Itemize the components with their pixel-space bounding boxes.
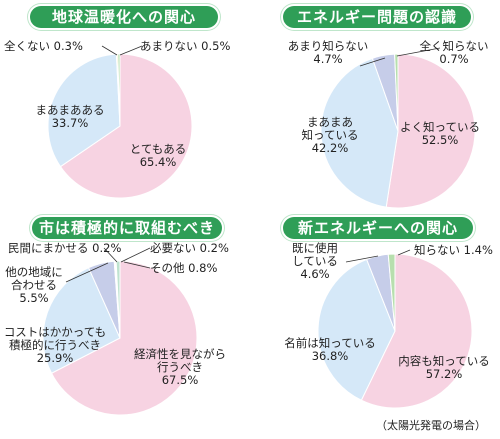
chart-3-label-regional-pct: 5.5% bbox=[19, 291, 49, 305]
chart-1-leader-4 bbox=[119, 45, 143, 56]
chart-1-label-somewhat: まあまあある 33.7% bbox=[22, 104, 118, 130]
chart-3-label-proactive: コストはかかっても 積極的に行うべき 25.9% bbox=[1, 326, 109, 365]
chart-4-leader-4 bbox=[397, 249, 411, 256]
chart-2-label-somewhat-pct: 42.2% bbox=[311, 141, 349, 155]
chart-2-label-little-pct: 4.7% bbox=[313, 52, 343, 66]
chart-2-label-well-pct: 52.5% bbox=[421, 133, 459, 147]
chart-2-label-none-pct: 0.7% bbox=[439, 52, 469, 66]
chart-1-slice-2 bbox=[47, 53, 121, 168]
chart-1-slice-1 bbox=[59, 53, 193, 199]
chart-2-label-little-name: あまり知らない bbox=[287, 39, 369, 53]
footnote: （太陽光発電の場合） bbox=[376, 419, 486, 432]
chart-1-title: 地球温暖化への関心 bbox=[30, 6, 218, 28]
chart-1-label-somewhat-pct: 33.7% bbox=[51, 116, 89, 130]
chart-3-label-regional-line2: 合わせる bbox=[11, 278, 57, 292]
chart-4-title: 新エネルギーへの関心 bbox=[283, 217, 473, 239]
chart-4-label-using: 既に使用 している 4.6% bbox=[280, 242, 350, 281]
chart-3-leader-6 bbox=[123, 261, 151, 269]
chart-3-leader-5 bbox=[120, 247, 151, 263]
chart-2-leader-4 bbox=[396, 47, 441, 57]
chart-2-slice-2 bbox=[320, 57, 399, 208]
chart-2-label-none: 全く知らない 0.7% bbox=[412, 40, 496, 66]
chart-2-title: エネルギー問題の認識 bbox=[283, 6, 471, 28]
chart-3-label-proactive-line1: コストはかかっても bbox=[3, 325, 107, 339]
chart-3-label-economic-line1: 経済性を見ながら bbox=[134, 347, 226, 361]
chart-3-leader-3 bbox=[65, 262, 109, 283]
chart-3-label-proactive-pct: 25.9% bbox=[36, 351, 74, 365]
chart-4-label-name-known-name: 名前は知っている bbox=[284, 336, 376, 350]
chart-3-label-proactive-line2: 積極的に行うべき bbox=[9, 338, 101, 352]
chart-2-label-none-name: 全く知らない bbox=[419, 39, 489, 53]
chart-2-leader-3 bbox=[359, 57, 386, 67]
chart-3-leader-4 bbox=[103, 247, 118, 263]
chart-4-label-content-known-pct: 57.2% bbox=[425, 367, 463, 381]
chart-2-slice-1 bbox=[385, 53, 476, 209]
chart-4-label-name-known: 名前は知っている 36.8% bbox=[282, 337, 378, 363]
chart-4-label-using-line1: 既に使用 bbox=[292, 241, 338, 255]
chart-1-label-very-name: とてもある bbox=[129, 142, 187, 156]
chart-1-label-somewhat-name: まあまあある bbox=[35, 103, 105, 117]
chart-3-label-economic-pct: 67.5% bbox=[161, 373, 199, 387]
chart-3-slice-2 bbox=[42, 267, 121, 374]
chart-2-label-little: あまり知らない 4.7% bbox=[278, 40, 378, 66]
chart-2-label-somewhat-line2: 知っている bbox=[301, 128, 359, 142]
chart-3-label-economic-line2: 行うべき bbox=[157, 360, 203, 374]
chart-2-label-well: よく知っている 52.5% bbox=[392, 121, 488, 147]
chart-3-label-regional: 他の地域に 合わせる 5.5% bbox=[2, 266, 66, 305]
chart-3-slice-1 bbox=[50, 260, 198, 416]
chart-3-title: 市は積極的に取組むべき bbox=[32, 217, 222, 239]
chart-4-slice-4 bbox=[387, 253, 396, 332]
chart-3-label-regional-line1: 他の地域に bbox=[5, 265, 63, 279]
chart-4-label-using-line2: している bbox=[292, 254, 338, 268]
chart-2-label-somewhat-line1: まあまあ bbox=[307, 115, 353, 129]
chart-4-leader-3 bbox=[345, 255, 379, 263]
chart-2-slice-4 bbox=[394, 53, 399, 132]
chart-1-leader-3 bbox=[101, 45, 118, 56]
chart-1-slice-4 bbox=[117, 53, 121, 127]
chart-4-label-using-pct: 4.6% bbox=[300, 267, 330, 281]
chart-2-label-well-name: よく知っている bbox=[400, 120, 480, 134]
chart-4-label-name-known-pct: 36.8% bbox=[311, 349, 349, 363]
chart-4-label-unknown: 知らない 1.4% bbox=[414, 243, 493, 257]
chart-1-label-very-pct: 65.4% bbox=[139, 155, 177, 169]
chart-3-label-unneeded: 必要ない 0.2% bbox=[150, 241, 229, 255]
chart-1-label-little: あまりない 0.5% bbox=[140, 39, 231, 53]
chart-3-label-other: その他 0.8% bbox=[150, 261, 218, 275]
chart-4-slice-2 bbox=[317, 258, 396, 401]
chart-3-label-private: 民間にまかせる 0.2% bbox=[8, 241, 122, 255]
chart-4-slice-1 bbox=[360, 253, 473, 409]
chart-2-label-somewhat: まあまあ 知っている 42.2% bbox=[290, 116, 370, 155]
chart-4-label-content-known-name: 内容も知っている bbox=[398, 354, 490, 368]
chart-1-label-none: 全くない 0.3% bbox=[4, 39, 83, 53]
chart-4-label-content-known: 内容も知っている 57.2% bbox=[390, 355, 498, 381]
chart-3-label-economic: 経済性を見ながら 行うべき 67.5% bbox=[128, 348, 232, 387]
chart-1-label-very: とてもある 65.4% bbox=[118, 143, 198, 169]
